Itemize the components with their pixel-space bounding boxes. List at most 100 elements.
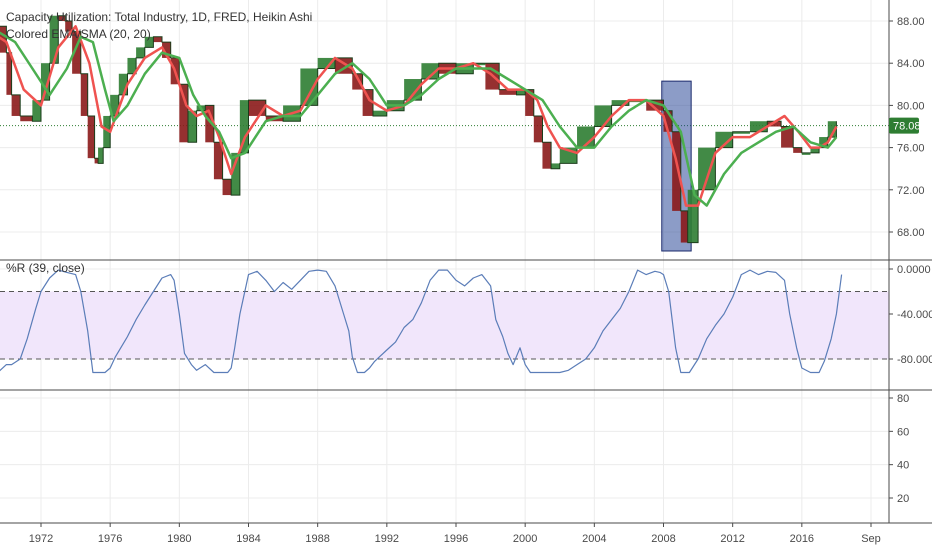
price-candle-bar <box>827 121 837 138</box>
time-axis-tick-label: 1984 <box>236 533 260 545</box>
ema-line <box>0 25 838 207</box>
price-candle-bar <box>732 131 750 134</box>
price-candle-bar <box>362 89 373 116</box>
price-candle-bar <box>687 189 699 243</box>
price-candle-bar <box>103 115 111 148</box>
price-axis-tick-label: 80 <box>897 393 909 405</box>
price-candle-bar <box>663 110 673 132</box>
price-candle-bar <box>41 63 50 101</box>
price-candle-bar <box>136 47 145 58</box>
price-candle-bar <box>300 68 318 106</box>
williams-r-pane <box>0 269 889 374</box>
price-candle-bar <box>20 115 33 122</box>
price-candle-bar <box>11 94 21 116</box>
price-candle-bar <box>118 73 128 95</box>
price-candle-bar <box>698 147 716 190</box>
time-axis-tick-label: 1980 <box>167 533 191 545</box>
price-candle-bar <box>153 36 163 43</box>
price-candle-bar <box>58 15 66 21</box>
price-candle-bar <box>144 36 154 48</box>
price-candle-bar <box>542 142 552 169</box>
main-chart-title: Capacity Utilization: Total Industry, 1D… <box>6 10 312 24</box>
price-axis-tick-label: 68.00 <box>897 227 925 239</box>
price-candle-bar <box>32 100 41 122</box>
price-candle-bar <box>179 84 188 143</box>
price-candle-bar <box>404 79 422 101</box>
williams-r-band <box>0 291 889 359</box>
price-candle-bar <box>373 110 387 116</box>
price-candle-bar <box>793 147 802 153</box>
price-axis-tick-label: 0.0000 <box>897 264 931 276</box>
indicator-legend: Colored EMA/SMA (20, 20) <box>6 27 151 41</box>
price-axis-tick-label: -80.0000 <box>897 354 932 366</box>
time-axis-tick-label: 2000 <box>513 533 537 545</box>
price-axis-tick-label: 40 <box>897 460 909 472</box>
price-candle-bar <box>205 105 214 143</box>
price-axis-tick-label: 80.00 <box>897 100 925 112</box>
price-candle-bar <box>594 105 612 127</box>
time-axis-tick-label: 1976 <box>98 533 122 545</box>
price-axis-tick-label: 20 <box>897 493 909 505</box>
price-axis-tick-label: 72.00 <box>897 185 925 197</box>
time-axis-tick-label: 1988 <box>305 533 329 545</box>
price-candle-bar <box>94 158 99 164</box>
williams-r-line <box>0 269 843 374</box>
price-candle-bar <box>162 42 171 58</box>
price-candle-bar <box>672 131 681 211</box>
price-candle-bar <box>801 152 811 155</box>
price-candle-bar <box>819 137 828 148</box>
series-lines <box>0 15 838 244</box>
price-candle-bar <box>715 131 733 148</box>
time-axis-tick-label: 1996 <box>444 533 468 545</box>
price-candle-bar <box>80 73 88 116</box>
price-candle-bar <box>231 152 240 196</box>
price-candle-bar <box>781 126 794 148</box>
price-candle-bar <box>680 210 688 243</box>
sma-line <box>0 31 838 207</box>
price-candle-bar <box>187 110 197 143</box>
price-candle-bar <box>6 52 12 95</box>
axes: 1972 1976 1980 1984 1988 1992 1996 2000 2004 2008… <box>29 16 932 545</box>
time-axis-tick-label: 1992 <box>375 533 399 545</box>
price-candle-bar <box>98 147 104 164</box>
price-candle-bar <box>767 121 782 127</box>
price-candle-bar <box>49 15 59 64</box>
price-axis-tick-label: 76.00 <box>897 143 925 155</box>
price-candle-bar <box>611 100 629 106</box>
price-candle-bar <box>646 100 664 111</box>
time-axis-tick-label: 2008 <box>651 533 675 545</box>
price-candle-bar <box>421 63 439 80</box>
price-candle-bar <box>127 57 137 74</box>
price-candle-bar <box>749 121 768 132</box>
price-candle-bar <box>317 57 335 69</box>
price-candle-bar <box>87 115 95 159</box>
price-candle-bar <box>213 142 223 180</box>
price-candle-bar <box>516 89 526 95</box>
price-candle-bar <box>239 100 249 153</box>
time-axis-tick-label: 2016 <box>790 533 814 545</box>
price-candle-bar <box>551 163 560 169</box>
price-candle-bar <box>65 21 73 32</box>
price-candle-bar <box>222 179 232 196</box>
price-axis-tick-label: -40.0000 <box>897 309 932 321</box>
price-axis-tick-label: 88.00 <box>897 16 925 28</box>
price-axis-tick-label: 84.00 <box>897 58 925 70</box>
time-axis-tick-label: 2004 <box>582 533 606 545</box>
price-axis-tick-label: 60 <box>897 426 909 438</box>
price-candle-bar <box>110 94 119 116</box>
williams-r-legend: %R (39, close) <box>6 261 85 275</box>
price-candle-bar <box>810 147 820 153</box>
price-candle-bar <box>473 63 486 66</box>
price-candle-bar <box>72 31 81 74</box>
price-candle-bar <box>533 115 543 143</box>
time-axis-tick-label: 2012 <box>720 533 744 545</box>
last-price-tag: 78.08 <box>889 117 921 134</box>
time-axis-tick-label: 1972 <box>29 533 53 545</box>
price-candle-bar <box>499 89 517 95</box>
price-candle-bar <box>525 89 534 116</box>
last-price-label: 78.08 <box>893 121 921 133</box>
time-axis-tick-label: Sep <box>861 533 881 545</box>
price-candle-bar <box>352 73 363 90</box>
